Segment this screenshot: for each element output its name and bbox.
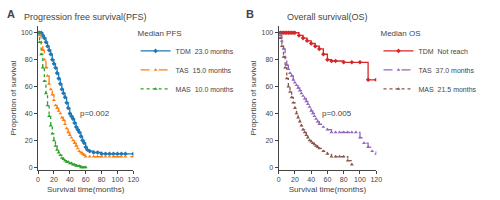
svg-text:Overall survival(OS): Overall survival(OS) [287, 12, 368, 22]
svg-text:Proportion of survival: Proportion of survival [249, 60, 258, 135]
svg-text:Median OS: Median OS [381, 29, 421, 38]
svg-text:20: 20 [25, 137, 33, 144]
svg-text:Progression free survival(PFS): Progression free survival(PFS) [24, 12, 147, 22]
svg-text:A: A [7, 8, 15, 20]
svg-text:100: 100 [262, 29, 274, 36]
svg-text:80: 80 [25, 56, 33, 63]
svg-text:MAS 10.0 months: MAS 10.0 months [176, 86, 234, 93]
svg-text:p=0.002: p=0.002 [80, 109, 110, 118]
svg-text:40: 40 [265, 110, 273, 117]
svg-text:40: 40 [66, 176, 74, 183]
svg-text:TDM 23.0 months: TDM 23.0 months [176, 48, 234, 55]
svg-text:60: 60 [265, 83, 273, 90]
svg-text:Proportion of survival: Proportion of survival [9, 60, 18, 135]
svg-text:60: 60 [324, 176, 332, 183]
svg-text:100: 100 [354, 176, 366, 183]
svg-text:120: 120 [370, 176, 382, 183]
svg-text:0: 0 [269, 164, 273, 171]
svg-text:40: 40 [25, 110, 33, 117]
svg-text:MAS 21.5 months: MAS 21.5 months [419, 86, 477, 93]
svg-text:TAS 37.0 months: TAS 37.0 months [419, 67, 475, 74]
svg-text:0: 0 [36, 176, 40, 183]
svg-text:TAS 15.0 months: TAS 15.0 months [176, 67, 232, 74]
svg-text:40: 40 [307, 176, 315, 183]
svg-text:Survival time(months): Survival time(months) [47, 185, 125, 194]
svg-text:60: 60 [25, 83, 33, 90]
svg-text:60: 60 [82, 176, 90, 183]
svg-text:20: 20 [265, 137, 273, 144]
svg-text:p=0.005: p=0.005 [322, 109, 352, 118]
svg-text:80: 80 [340, 176, 348, 183]
svg-text:20: 20 [291, 176, 299, 183]
svg-text:B: B [246, 8, 254, 20]
svg-text:100: 100 [21, 29, 33, 36]
svg-text:80: 80 [265, 56, 273, 63]
svg-text:0: 0 [29, 164, 33, 171]
svg-text:100: 100 [112, 176, 124, 183]
svg-text:80: 80 [98, 176, 106, 183]
svg-text:TDM Not reach: TDM Not reach [419, 48, 469, 55]
svg-text:120: 120 [127, 176, 139, 183]
svg-text:Survival time(months): Survival time(months) [289, 185, 367, 194]
svg-text:Median PFS: Median PFS [138, 29, 182, 38]
svg-text:0: 0 [277, 176, 281, 183]
svg-text:20: 20 [50, 176, 58, 183]
